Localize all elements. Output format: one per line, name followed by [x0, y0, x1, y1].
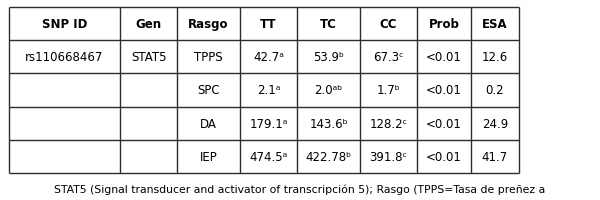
Text: SNP ID: SNP ID [42, 18, 87, 31]
Text: 67.3ᶜ: 67.3ᶜ [373, 51, 404, 64]
Text: 53.9ᵇ: 53.9ᵇ [313, 51, 344, 64]
Text: DA: DA [200, 117, 217, 130]
Text: 143.6ᵇ: 143.6ᵇ [309, 117, 348, 130]
Text: ESA: ESA [482, 18, 508, 31]
Text: TC: TC [320, 18, 337, 31]
Text: <0.01: <0.01 [426, 51, 462, 64]
Text: CC: CC [380, 18, 397, 31]
Text: IEP: IEP [200, 150, 217, 163]
Text: 128.2ᶜ: 128.2ᶜ [370, 117, 407, 130]
Text: 42.7ᵃ: 42.7ᵃ [253, 51, 284, 64]
Text: <0.01: <0.01 [426, 117, 462, 130]
Text: TPPS: TPPS [194, 51, 223, 64]
Text: 422.78ᵇ: 422.78ᵇ [305, 150, 352, 163]
Text: 179.1ᵃ: 179.1ᵃ [250, 117, 287, 130]
Text: 24.9: 24.9 [482, 117, 508, 130]
Text: <0.01: <0.01 [426, 84, 462, 97]
Text: 41.7: 41.7 [482, 150, 508, 163]
Text: STAT5 (Signal transducer and activator of transcripción 5); Rasgo (TPPS=Tasa de : STAT5 (Signal transducer and activator o… [55, 184, 545, 194]
Text: 391.8ᶜ: 391.8ᶜ [370, 150, 407, 163]
Text: 0.2: 0.2 [485, 84, 505, 97]
Text: 1.7ᵇ: 1.7ᵇ [377, 84, 400, 97]
Text: Gen: Gen [136, 18, 161, 31]
Text: TT: TT [260, 18, 277, 31]
Text: 474.5ᵃ: 474.5ᵃ [250, 150, 287, 163]
Text: STAT5: STAT5 [131, 51, 166, 64]
Text: 2.1ᵃ: 2.1ᵃ [257, 84, 280, 97]
Text: 2.0ᵃᵇ: 2.0ᵃᵇ [314, 84, 343, 97]
Text: rs110668467: rs110668467 [25, 51, 104, 64]
Text: Rasgo: Rasgo [188, 18, 229, 31]
Text: <0.01: <0.01 [426, 150, 462, 163]
Text: 12.6: 12.6 [482, 51, 508, 64]
Text: Prob: Prob [428, 18, 460, 31]
Text: SPC: SPC [197, 84, 220, 97]
